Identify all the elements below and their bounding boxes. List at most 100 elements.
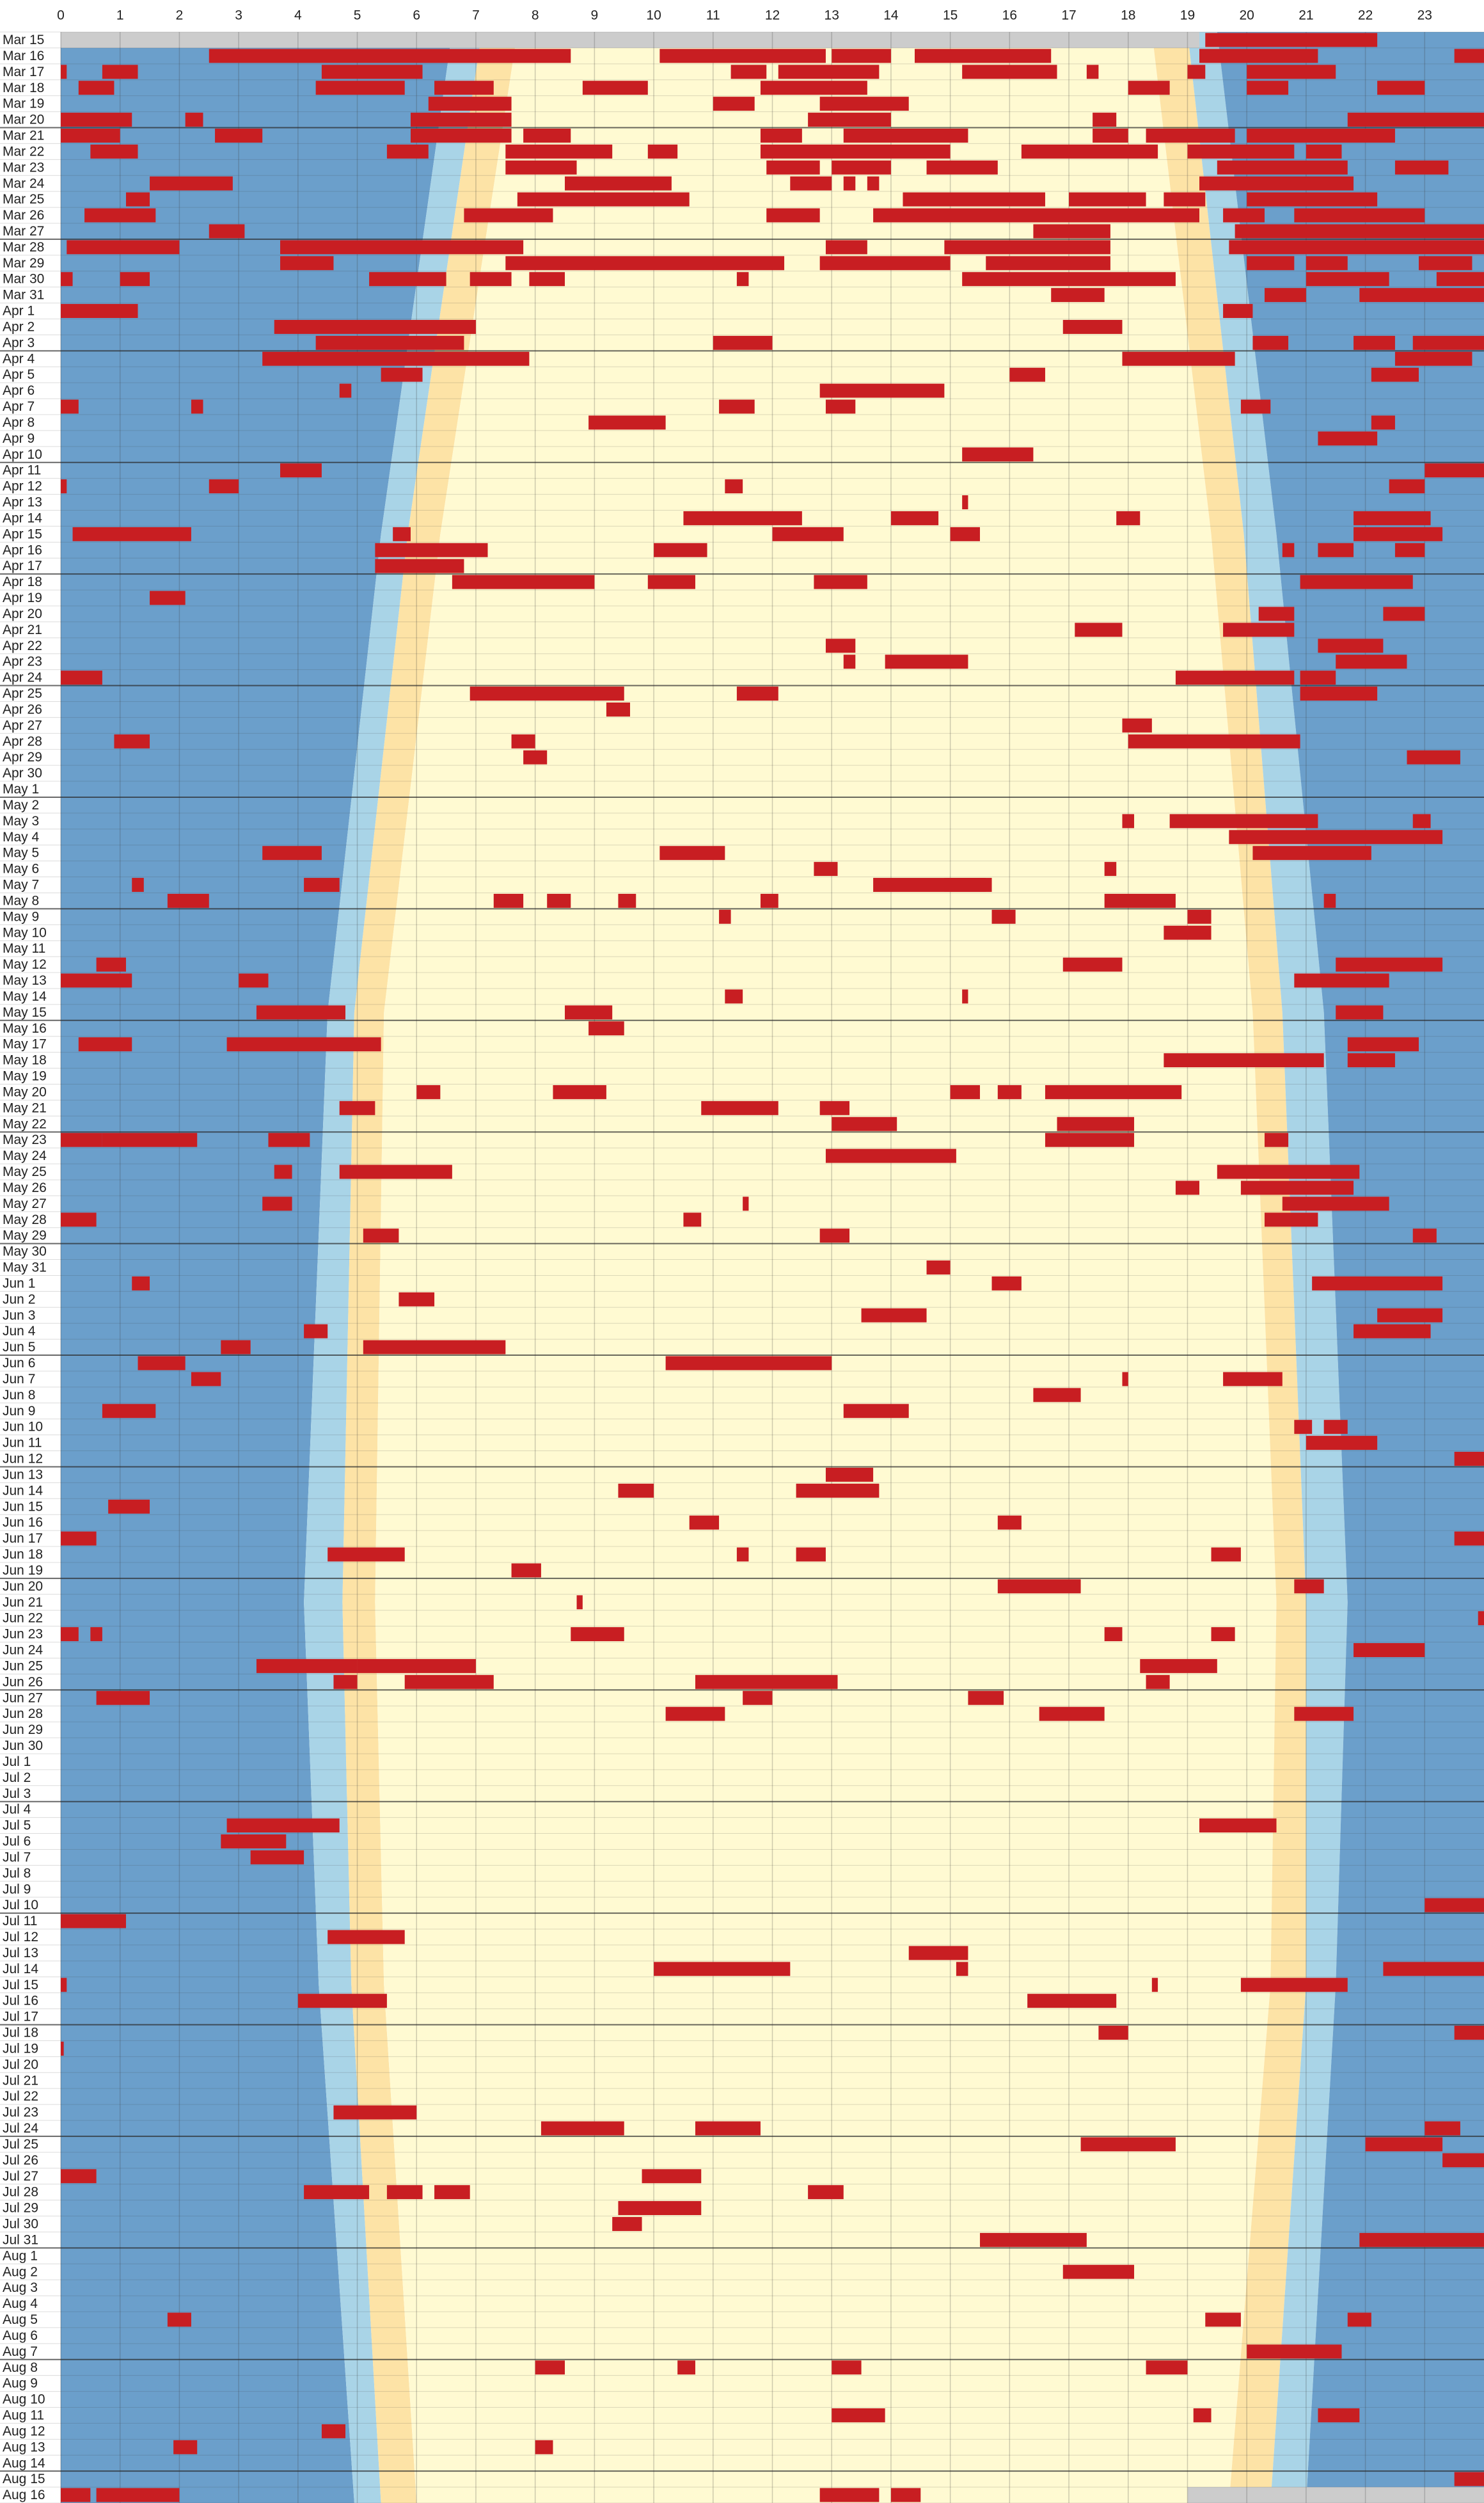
activity-bar [1294, 208, 1425, 223]
activity-bar [96, 957, 126, 972]
day-label: May 27 [3, 1196, 47, 1211]
activity-bar [399, 1292, 435, 1307]
activity-bar [683, 511, 802, 525]
activity-bar [1223, 304, 1253, 318]
day-label: Jul 4 [3, 1802, 31, 1817]
day-label: Jul 31 [3, 2232, 38, 2247]
day-label: Mar 24 [3, 176, 45, 191]
day-label: May 5 [3, 846, 39, 861]
day-label: Jul 9 [3, 1882, 31, 1896]
activity-bar [1193, 2408, 1212, 2422]
day-label: May 21 [3, 1101, 47, 1115]
activity-bar [565, 176, 672, 191]
activity-bar [915, 49, 1052, 63]
activity-bar [173, 2440, 198, 2454]
activity-bar [96, 1690, 150, 1705]
day-label: Apr 14 [3, 511, 42, 525]
day-label: Mar 17 [3, 65, 44, 79]
activity-bar [61, 2488, 91, 2502]
activity-bar [962, 989, 968, 1004]
activity-bar [1371, 415, 1395, 430]
activity-bar [61, 113, 132, 127]
day-label: May 20 [3, 1085, 47, 1099]
day-label: Jun 13 [3, 1467, 43, 1482]
activity-bar [1347, 2312, 1371, 2327]
activity-bar [1051, 288, 1105, 303]
day-label: May 13 [3, 973, 47, 988]
activity-bar [1412, 814, 1431, 829]
activity-bar [1116, 511, 1141, 525]
hour-label: 14 [883, 8, 899, 23]
activity-bar [1205, 2312, 1241, 2327]
daylight-band [61, 32, 452, 2503]
day-label: May 7 [3, 878, 39, 893]
activity-bar [363, 1228, 399, 1243]
activity-bar [1354, 335, 1395, 350]
activity-bar [363, 1340, 506, 1355]
activity-bar [1093, 113, 1117, 127]
hour-label: 9 [591, 8, 599, 23]
activity-bar [1282, 543, 1295, 557]
daylight-band [1151, 32, 1306, 2503]
day-label: Apr 13 [3, 495, 42, 510]
activity-bar [695, 1674, 838, 1689]
activity-bar [434, 81, 494, 95]
activity-bar [1223, 1372, 1283, 1387]
activity-bar [1383, 1962, 1484, 1976]
activity-bar [375, 559, 464, 573]
activity-bar [725, 989, 743, 1004]
activity-bar [1062, 957, 1123, 972]
activity-bar [505, 160, 577, 175]
activity-bar [90, 144, 138, 159]
day-label: May 1 [3, 782, 39, 797]
activity-bar [61, 1132, 102, 1147]
activity-bar [523, 750, 548, 765]
activity-bar [280, 256, 334, 271]
activity-bar [1217, 160, 1348, 175]
activity-bar [1164, 192, 1206, 207]
day-label: Apr 1 [3, 304, 35, 319]
hour-label: 0 [57, 8, 65, 23]
activity-bar [588, 415, 666, 430]
activity-bar [304, 1324, 328, 1339]
day-label: Jul 7 [3, 1850, 31, 1864]
activity-bar [1104, 1627, 1123, 1642]
day-label: Jun 23 [3, 1627, 43, 1642]
activity-bar [61, 973, 132, 988]
activity-bar [950, 527, 980, 541]
activity-bar [1323, 1420, 1348, 1434]
activity-bar [1252, 335, 1289, 350]
day-label: Jul 11 [3, 1914, 37, 1928]
activity-bar [386, 2185, 423, 2200]
day-label: Jun 4 [3, 1324, 36, 1339]
activity-bar [452, 575, 595, 589]
activity-bar [695, 2121, 761, 2136]
activity-bar [1062, 2264, 1135, 2279]
activity-bar [796, 1483, 880, 1498]
day-label: Apr 26 [3, 702, 42, 717]
activity-bar [61, 479, 67, 494]
activity-bar [541, 2121, 624, 2136]
activity-bar [1412, 1228, 1437, 1243]
activity-bar [1394, 160, 1449, 175]
day-label: May 10 [3, 925, 47, 940]
activity-bar [825, 1148, 956, 1163]
day-label: Jun 8 [3, 1388, 35, 1402]
activity-bar [1247, 81, 1289, 95]
day-label: Jun 21 [3, 1595, 43, 1610]
daylight-band [304, 32, 482, 2503]
day-label: May 16 [3, 1021, 47, 1036]
activity-bar [760, 144, 951, 159]
activity-bar [1318, 543, 1354, 557]
activity-bar [1247, 2344, 1342, 2359]
day-label: Aug 13 [3, 2440, 45, 2454]
day-label: Jul 23 [3, 2105, 38, 2120]
day-label: Jul 30 [3, 2217, 38, 2232]
activity-bar [132, 878, 144, 892]
activity-bar [434, 2185, 470, 2200]
activity-bar [404, 1674, 494, 1689]
activity-bar [114, 734, 150, 749]
activity-bar [1223, 623, 1295, 637]
activity-bar [256, 1658, 358, 1673]
